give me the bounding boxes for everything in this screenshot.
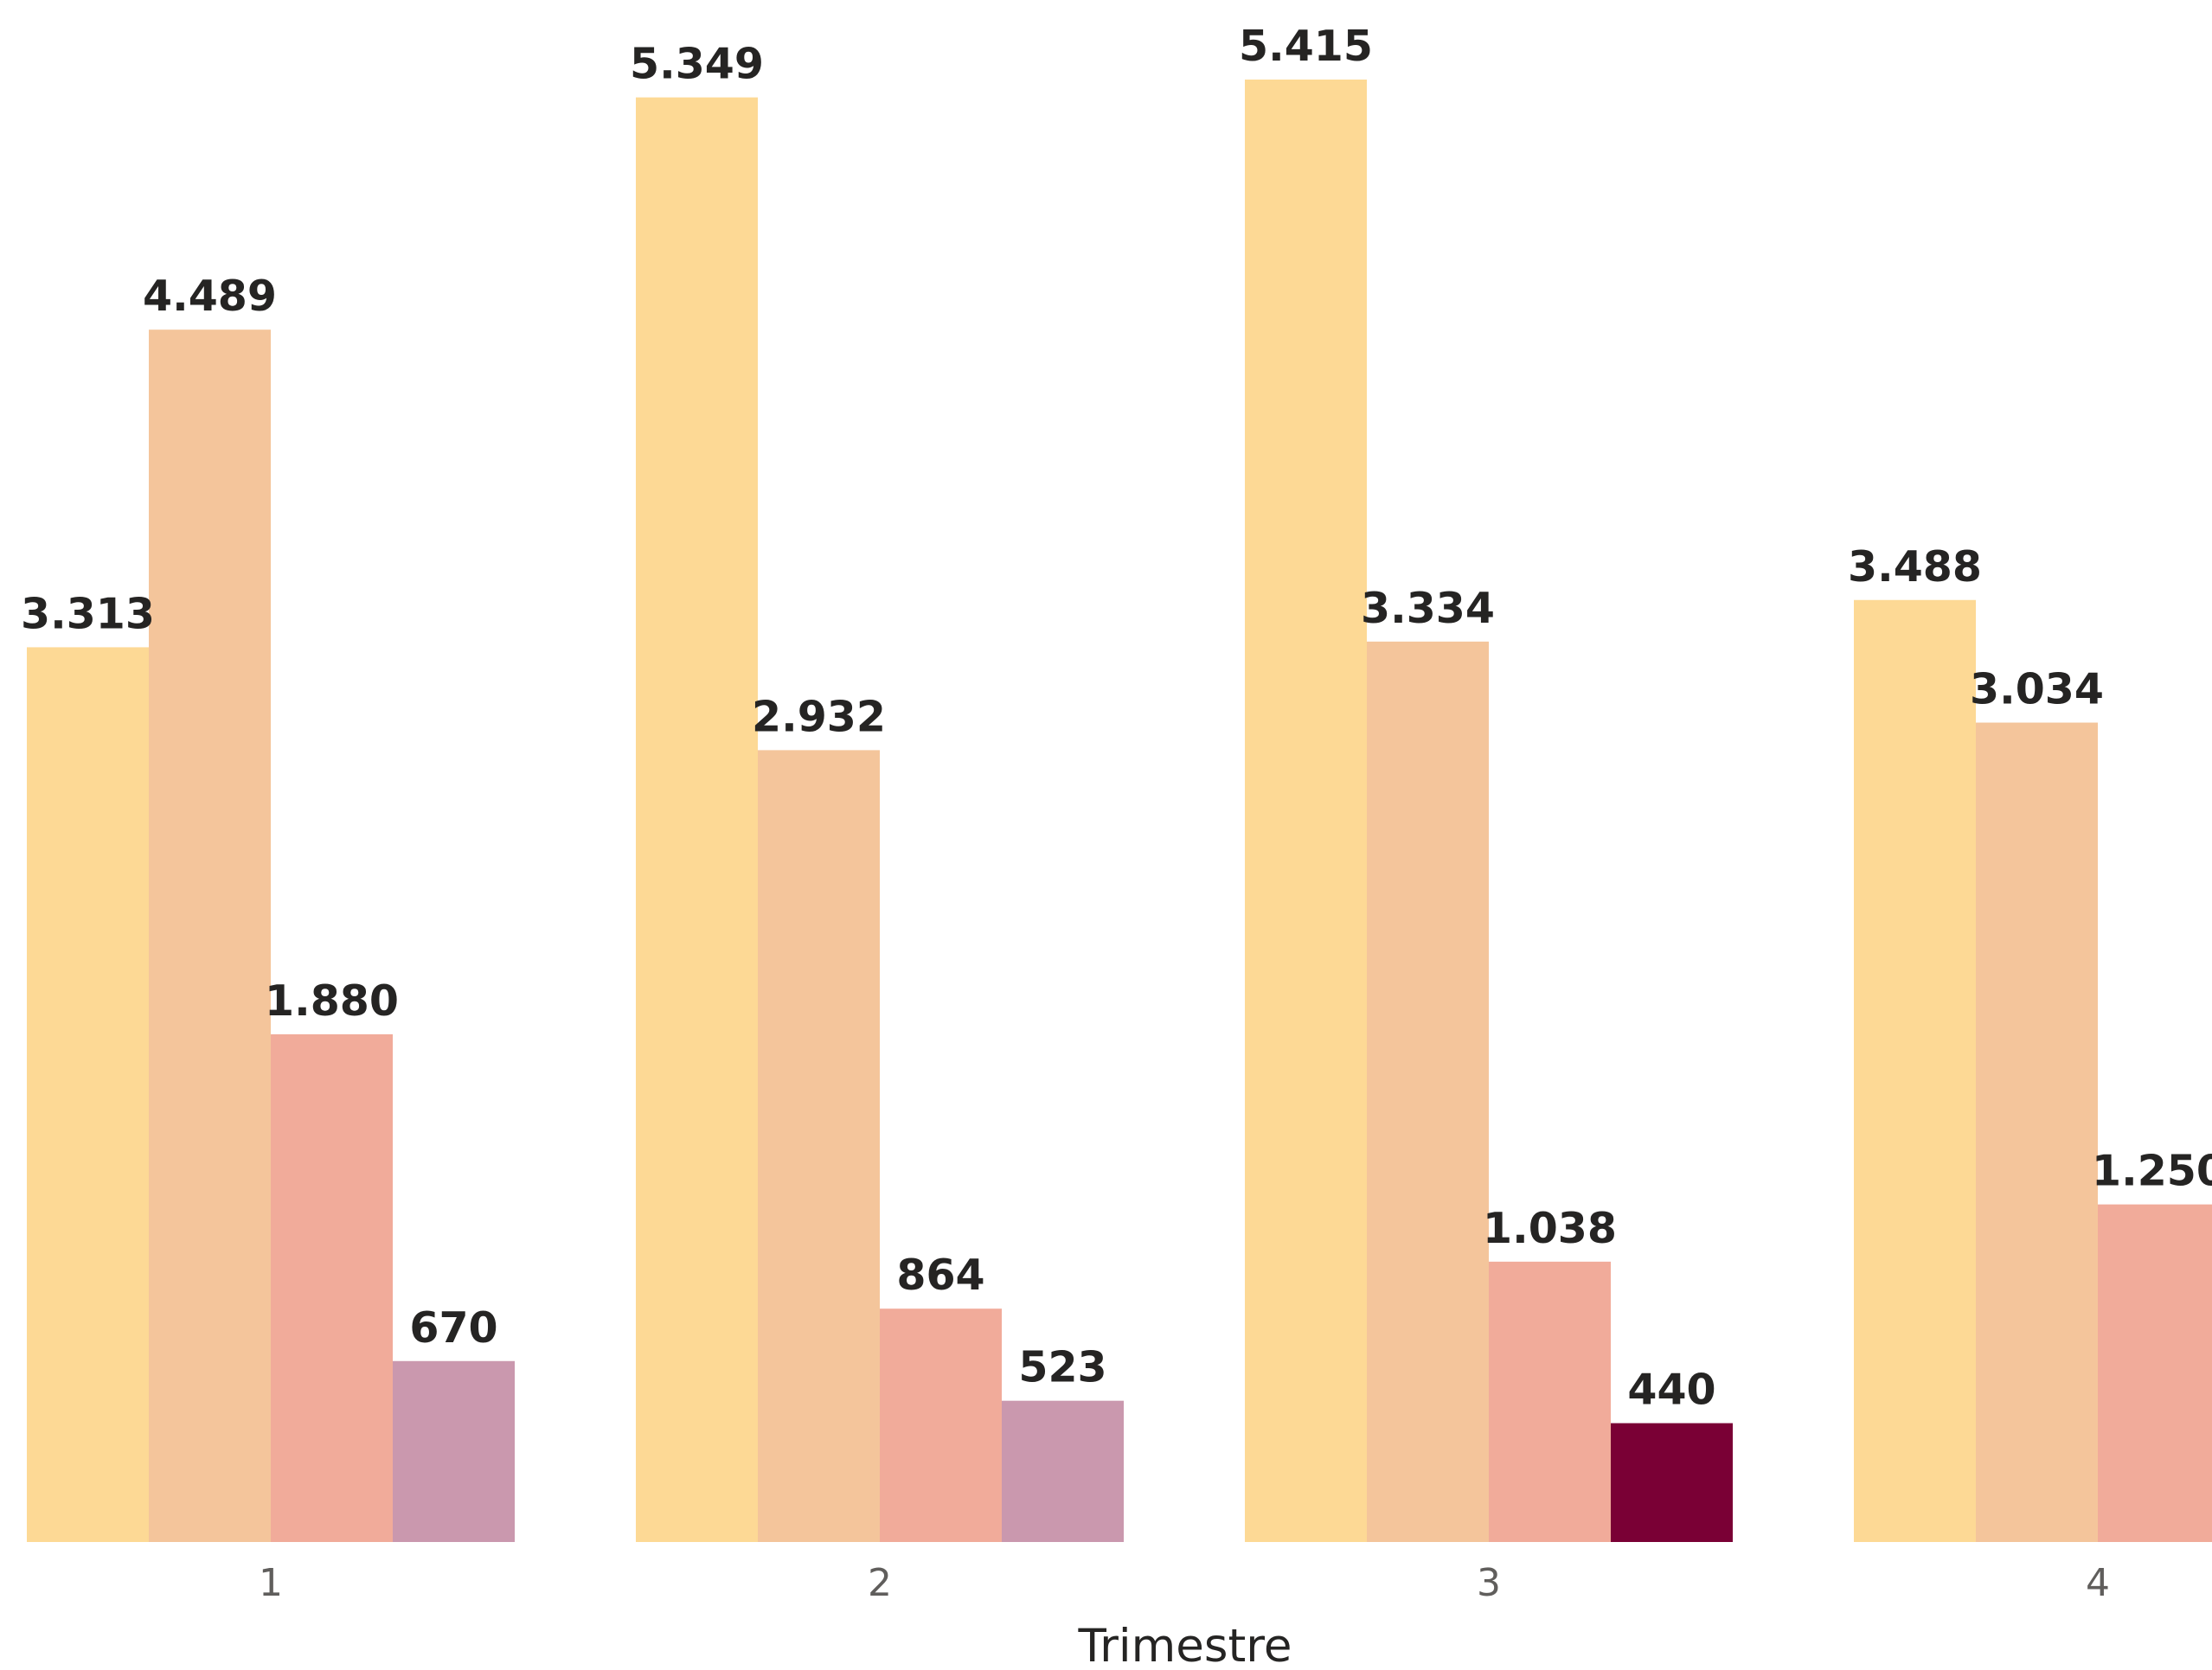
bars-layer <box>27 80 2212 1543</box>
data-label-q4-s1: 3.488 <box>1848 542 1982 592</box>
bar-q1-s2 <box>149 330 271 1543</box>
data-label-q4-s3: 1.250 <box>2092 1147 2212 1196</box>
bar-q4-s1 <box>1854 599 1976 1542</box>
x-axis-title: Trimestre <box>1078 1620 1292 1670</box>
bar-q1-s1 <box>27 647 149 1542</box>
data-labels-layer: 3.313 4.489 1.880 670 5.349 2.932 864 523 5.415 3… <box>21 22 2212 1415</box>
data-label-q2-s2: 2.932 <box>752 692 886 741</box>
x-tick-label-1: 1 <box>259 1561 283 1605</box>
bar-q2-s4 <box>1002 1400 1124 1542</box>
data-label-q3-s1: 5.415 <box>1239 22 1373 71</box>
x-axis-ticks: 1 2 3 4 <box>259 1561 2110 1605</box>
data-label-q1-s2: 4.489 <box>143 272 277 321</box>
bar-q3-s4 <box>1611 1423 1733 1542</box>
data-label-q3-s3: 1.038 <box>1483 1204 1617 1253</box>
data-label-q1-s3: 1.880 <box>265 976 399 1026</box>
data-label-q1-s4: 670 <box>409 1303 497 1353</box>
bar-q1-s3 <box>271 1033 393 1542</box>
data-label-q4-s2: 3.034 <box>1970 665 2104 714</box>
bar-q2-s3 <box>880 1308 1002 1542</box>
bar-q4-s2 <box>1976 722 2098 1542</box>
bar-q3-s3 <box>1489 1261 1611 1542</box>
bar-q2-s1 <box>636 97 758 1543</box>
bar-q3-s1 <box>1245 80 1367 1542</box>
bar-q4-s3 <box>2098 1204 2212 1542</box>
bar-q2-s2 <box>758 750 880 1542</box>
bar-q3-s2 <box>1367 641 1489 1542</box>
x-tick-label-2: 2 <box>868 1561 892 1605</box>
data-label-q2-s3: 864 <box>896 1251 984 1300</box>
data-label-q3-s2: 3.334 <box>1361 584 1495 633</box>
data-label-q2-s1: 5.349 <box>630 40 764 89</box>
data-label-q2-s4: 523 <box>1018 1343 1106 1392</box>
x-tick-label-4: 4 <box>2086 1561 2110 1605</box>
data-label-q1-s1: 3.313 <box>21 589 155 638</box>
data-label-q3-s4: 440 <box>1627 1366 1715 1415</box>
bar-q1-s4 <box>393 1360 515 1542</box>
x-tick-label-3: 3 <box>1477 1561 1501 1605</box>
